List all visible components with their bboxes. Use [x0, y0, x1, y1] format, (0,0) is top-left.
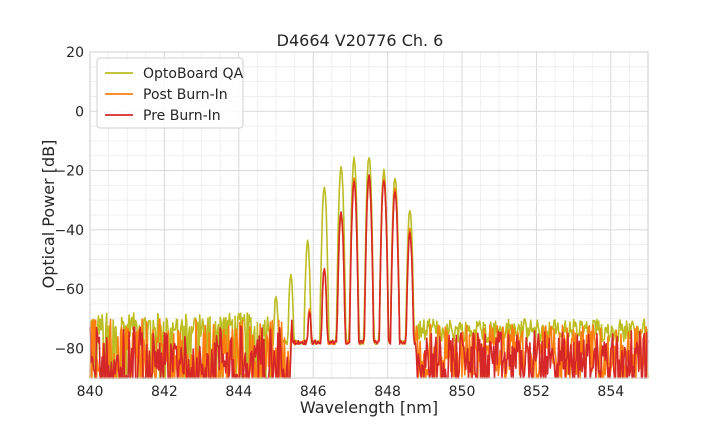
legend: OptoBoard QA Post Burn-In Pre Burn-In — [96, 57, 244, 129]
x-tick-label: 852 — [523, 384, 550, 400]
y-tick-label: −40 — [54, 223, 84, 239]
series-line-pre-burn-in — [89, 174, 649, 379]
x-ticks: 840 842 844 846 848 850 852 854 — [77, 384, 625, 400]
x-tick-label: 844 — [225, 384, 252, 400]
legend-label: Pre Burn-In — [143, 108, 221, 124]
y-ticks: 20 0 −20 −40 −60 −80 — [54, 45, 84, 357]
legend-label: OptoBoard QA — [143, 66, 244, 82]
x-tick-label: 854 — [597, 384, 624, 400]
y-tick-label: 20 — [66, 45, 84, 61]
legend-label: Post Burn-In — [143, 87, 228, 103]
legend-box — [96, 57, 244, 129]
y-tick-label: 0 — [75, 104, 84, 120]
chart-title: D4664 V20776 Ch. 6 — [277, 31, 444, 50]
plot-frame — [89, 51, 649, 379]
x-axis-label: Wavelength [nm] — [300, 398, 438, 417]
x-tick-label: 840 — [77, 384, 104, 400]
y-axis-label: Optical Power [dB] — [39, 140, 58, 289]
y-tick-label: −20 — [54, 164, 84, 180]
x-tick-label: 842 — [151, 384, 178, 400]
x-tick-label: 848 — [374, 384, 401, 400]
x-tick-label: 850 — [449, 384, 476, 400]
y-tick-label: −80 — [54, 341, 84, 357]
y-tick-label: −60 — [54, 282, 84, 298]
x-tick-label: 846 — [300, 384, 327, 400]
